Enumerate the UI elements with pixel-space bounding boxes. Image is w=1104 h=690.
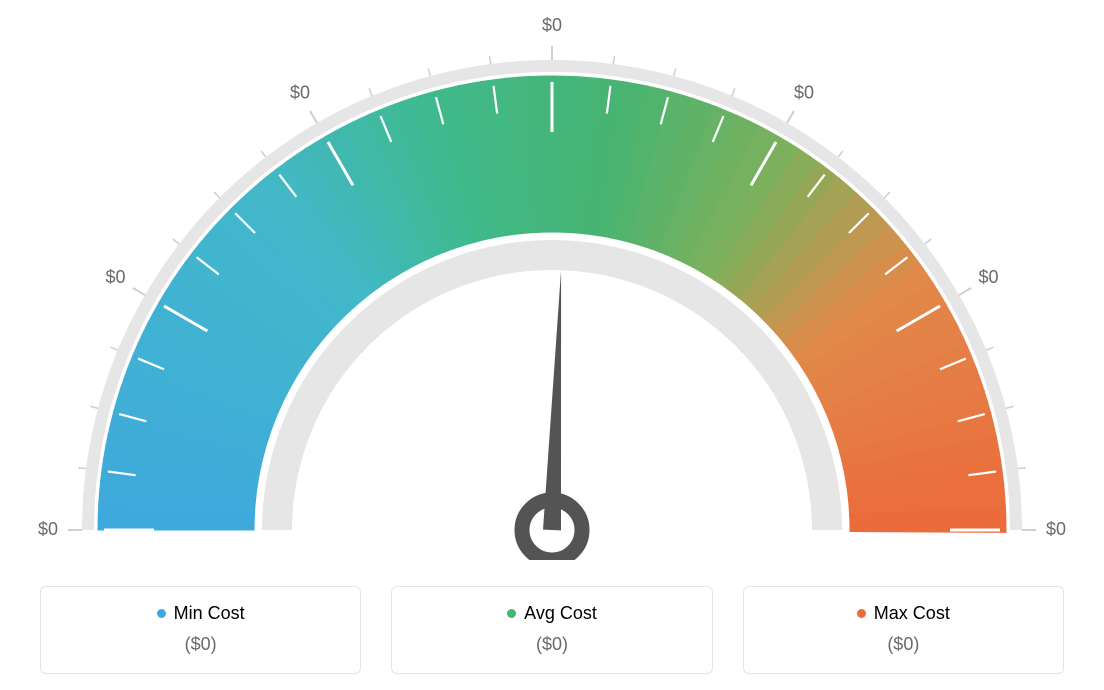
cost-gauge-container: $0 $0 $0 $0 $0 $0 $0 Min Cost ($0) Avg Cost ($… [0,0,1104,690]
legend-value-avg: ($0) [404,634,699,655]
legend-card-avg: Avg Cost ($0) [391,586,712,674]
legend-row: Min Cost ($0) Avg Cost ($0) Max Cost ($0… [0,586,1104,674]
svg-text:$0: $0 [106,267,126,287]
legend-title-min: Min Cost [157,603,245,624]
svg-text:$0: $0 [794,82,814,102]
svg-text:$0: $0 [290,82,310,102]
svg-text:$0: $0 [38,519,58,539]
legend-title-max: Max Cost [857,603,950,624]
legend-title-avg: Avg Cost [507,603,597,624]
legend-label: Min Cost [174,603,245,624]
dot-icon [857,609,866,618]
legend-label: Avg Cost [524,603,597,624]
legend-label: Max Cost [874,603,950,624]
dot-icon [157,609,166,618]
gauge-chart: $0 $0 $0 $0 $0 $0 $0 [0,0,1104,560]
legend-value-max: ($0) [756,634,1051,655]
svg-text:$0: $0 [978,267,998,287]
gauge-svg: $0 $0 $0 $0 $0 $0 $0 [0,0,1104,560]
legend-value-min: ($0) [53,634,348,655]
dot-icon [507,609,516,618]
svg-text:$0: $0 [542,15,562,35]
svg-text:$0: $0 [1046,519,1066,539]
legend-card-max: Max Cost ($0) [743,586,1064,674]
legend-card-min: Min Cost ($0) [40,586,361,674]
